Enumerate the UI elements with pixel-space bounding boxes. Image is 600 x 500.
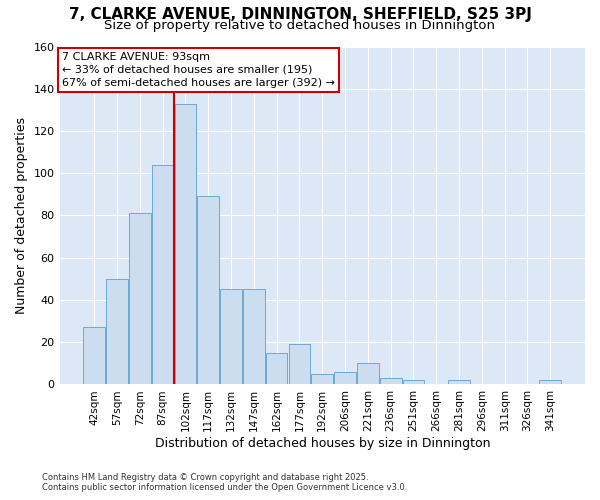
Bar xyxy=(539,380,561,384)
Text: 7, CLARKE AVENUE, DINNINGTON, SHEFFIELD, S25 3PJ: 7, CLARKE AVENUE, DINNINGTON, SHEFFIELD,… xyxy=(68,8,532,22)
Bar xyxy=(448,380,470,384)
Bar xyxy=(220,290,242,384)
Text: Contains HM Land Registry data © Crown copyright and database right 2025.
Contai: Contains HM Land Registry data © Crown c… xyxy=(42,473,407,492)
Bar xyxy=(106,279,128,384)
Bar xyxy=(243,290,265,384)
Text: 7 CLARKE AVENUE: 93sqm
← 33% of detached houses are smaller (195)
67% of semi-de: 7 CLARKE AVENUE: 93sqm ← 33% of detached… xyxy=(62,52,335,88)
Bar xyxy=(289,344,310,385)
Bar xyxy=(197,196,219,384)
Bar xyxy=(175,104,196,384)
Bar xyxy=(334,372,356,384)
Bar xyxy=(152,165,173,384)
Bar xyxy=(266,353,287,384)
Bar xyxy=(83,328,105,384)
Bar xyxy=(380,378,401,384)
Y-axis label: Number of detached properties: Number of detached properties xyxy=(15,117,28,314)
X-axis label: Distribution of detached houses by size in Dinnington: Distribution of detached houses by size … xyxy=(155,437,490,450)
Bar xyxy=(311,374,333,384)
Bar xyxy=(357,364,379,384)
Bar xyxy=(129,214,151,384)
Bar xyxy=(403,380,424,384)
Text: Size of property relative to detached houses in Dinnington: Size of property relative to detached ho… xyxy=(104,19,496,32)
